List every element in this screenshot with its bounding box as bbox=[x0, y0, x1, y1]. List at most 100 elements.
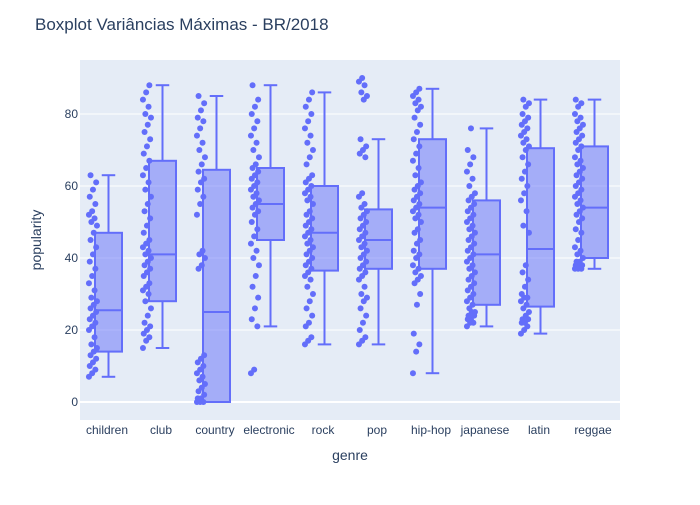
data-point bbox=[305, 96, 312, 103]
data-point bbox=[141, 319, 148, 326]
data-point bbox=[362, 334, 369, 341]
box-iqr bbox=[148, 159, 177, 303]
data-point bbox=[578, 100, 585, 107]
data-point bbox=[575, 237, 582, 243]
data-point bbox=[409, 157, 416, 164]
data-point bbox=[361, 283, 368, 290]
data-point bbox=[571, 111, 578, 117]
data-point bbox=[571, 244, 578, 251]
data-point bbox=[147, 305, 154, 312]
data-point bbox=[142, 186, 149, 193]
box-iqr bbox=[94, 231, 123, 353]
data-point bbox=[252, 161, 259, 168]
data-point bbox=[470, 154, 477, 161]
data-point bbox=[519, 154, 526, 161]
data-point bbox=[356, 327, 363, 333]
box-group-electronic bbox=[247, 82, 285, 377]
data-point bbox=[413, 129, 420, 135]
x-tick-label: latin bbox=[528, 423, 550, 437]
box-iqr bbox=[202, 168, 231, 403]
x-tick-label: japanese bbox=[460, 423, 510, 437]
data-point bbox=[309, 291, 316, 297]
data-point bbox=[413, 348, 420, 355]
data-point bbox=[469, 175, 476, 182]
x-tick-label: pop bbox=[367, 423, 387, 437]
data-point bbox=[93, 355, 100, 362]
box-iqr bbox=[580, 145, 609, 259]
x-axis-ticks: children club country electronic rock pop hip-… bbox=[86, 423, 612, 437]
box-group-hip-hop bbox=[409, 85, 447, 377]
y-tick-label: 80 bbox=[65, 107, 79, 121]
data-point bbox=[252, 273, 259, 279]
data-point bbox=[571, 154, 578, 161]
data-point bbox=[359, 319, 366, 326]
data-point bbox=[357, 136, 364, 143]
box-group-country bbox=[193, 93, 231, 405]
x-tick-label: hip-hop bbox=[411, 423, 451, 437]
data-point bbox=[253, 247, 260, 254]
data-point bbox=[417, 291, 424, 297]
data-point bbox=[525, 114, 532, 121]
data-point bbox=[416, 341, 423, 348]
data-point bbox=[302, 103, 309, 110]
data-point bbox=[361, 82, 368, 89]
data-point bbox=[141, 208, 148, 215]
data-point bbox=[89, 273, 96, 279]
data-point bbox=[251, 305, 258, 312]
y-axis-label: popularity bbox=[28, 210, 44, 271]
data-point bbox=[306, 154, 313, 161]
data-point bbox=[309, 312, 316, 319]
box-group-children bbox=[85, 172, 123, 380]
data-point bbox=[309, 172, 316, 179]
y-tick-label: 40 bbox=[65, 251, 79, 265]
data-point bbox=[251, 233, 258, 240]
data-point bbox=[362, 154, 369, 161]
data-point bbox=[577, 114, 584, 121]
data-point bbox=[255, 294, 262, 301]
data-point bbox=[196, 147, 203, 153]
data-point bbox=[518, 175, 525, 182]
data-point bbox=[416, 85, 423, 92]
data-point bbox=[92, 201, 99, 207]
box-group-japanese bbox=[463, 125, 501, 330]
data-point bbox=[197, 201, 204, 207]
data-point bbox=[362, 269, 369, 276]
data-point bbox=[307, 276, 314, 283]
data-point bbox=[147, 136, 154, 143]
data-point bbox=[305, 319, 312, 326]
data-point bbox=[471, 309, 478, 315]
box-group-club bbox=[139, 82, 177, 351]
y-tick-label: 20 bbox=[65, 323, 79, 337]
data-point bbox=[147, 323, 154, 330]
data-point bbox=[409, 262, 416, 269]
data-point bbox=[194, 186, 201, 193]
data-point bbox=[146, 82, 153, 89]
data-point bbox=[304, 139, 311, 146]
data-point bbox=[251, 103, 258, 110]
box-group-latin bbox=[517, 96, 555, 337]
y-tick-label: 0 bbox=[71, 395, 78, 409]
data-point bbox=[523, 136, 530, 143]
data-point bbox=[463, 168, 470, 175]
data-point bbox=[141, 129, 148, 135]
data-point bbox=[363, 143, 370, 150]
data-point bbox=[301, 125, 308, 132]
data-point bbox=[518, 291, 525, 297]
data-point bbox=[572, 96, 579, 103]
data-point bbox=[521, 190, 528, 197]
data-point bbox=[147, 114, 154, 121]
data-point bbox=[417, 121, 424, 128]
data-point bbox=[91, 215, 98, 222]
data-point bbox=[361, 201, 368, 207]
x-axis-label: genre bbox=[332, 447, 368, 463]
x-tick-label: rock bbox=[312, 423, 336, 437]
data-point bbox=[579, 132, 586, 139]
data-point bbox=[139, 96, 146, 103]
data-point bbox=[413, 301, 420, 308]
y-axis-ticks: 0 20 40 60 80 bbox=[65, 107, 79, 409]
data-point bbox=[304, 283, 311, 290]
data-point bbox=[197, 125, 204, 132]
data-point bbox=[524, 125, 531, 132]
chart-title: Boxplot Variâncias Máximas - BR/2018 bbox=[35, 15, 329, 34]
